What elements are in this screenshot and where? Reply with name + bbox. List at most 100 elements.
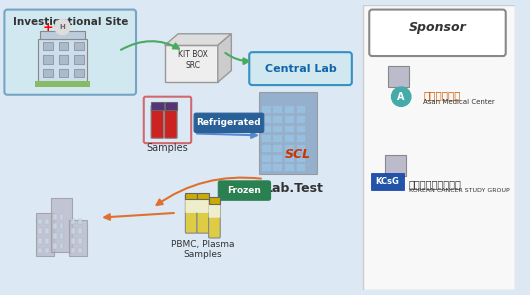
Text: SCL: SCL <box>285 148 311 161</box>
FancyBboxPatch shape <box>3 5 365 290</box>
FancyBboxPatch shape <box>364 5 515 290</box>
FancyBboxPatch shape <box>71 219 75 224</box>
FancyBboxPatch shape <box>165 45 218 82</box>
FancyBboxPatch shape <box>37 213 54 256</box>
FancyBboxPatch shape <box>38 238 42 244</box>
FancyBboxPatch shape <box>59 243 64 249</box>
FancyBboxPatch shape <box>297 116 305 123</box>
FancyBboxPatch shape <box>151 102 164 110</box>
FancyBboxPatch shape <box>273 145 282 152</box>
FancyBboxPatch shape <box>273 135 282 142</box>
Text: Sponsor: Sponsor <box>409 21 467 34</box>
FancyBboxPatch shape <box>285 145 294 152</box>
FancyBboxPatch shape <box>371 173 404 190</box>
FancyBboxPatch shape <box>43 42 53 50</box>
Text: KOREAN CANCER STUDY GROUP: KOREAN CANCER STUDY GROUP <box>409 188 509 193</box>
FancyBboxPatch shape <box>186 193 197 199</box>
FancyBboxPatch shape <box>285 155 294 162</box>
FancyBboxPatch shape <box>297 145 305 152</box>
FancyBboxPatch shape <box>165 102 177 110</box>
FancyBboxPatch shape <box>273 155 282 162</box>
Text: Refrigerated: Refrigerated <box>197 118 261 127</box>
FancyBboxPatch shape <box>71 238 75 244</box>
FancyBboxPatch shape <box>262 135 270 142</box>
FancyBboxPatch shape <box>273 126 282 132</box>
FancyBboxPatch shape <box>262 126 270 132</box>
FancyBboxPatch shape <box>297 135 305 142</box>
FancyBboxPatch shape <box>285 126 294 132</box>
FancyBboxPatch shape <box>297 155 305 162</box>
FancyBboxPatch shape <box>4 10 136 95</box>
Text: H: H <box>59 24 65 30</box>
FancyBboxPatch shape <box>78 219 82 224</box>
FancyBboxPatch shape <box>59 69 68 77</box>
FancyBboxPatch shape <box>262 164 270 171</box>
FancyBboxPatch shape <box>51 198 72 252</box>
FancyBboxPatch shape <box>59 55 68 64</box>
Text: Lab.Test: Lab.Test <box>266 182 324 195</box>
Text: Central Lab: Central Lab <box>264 64 337 74</box>
Text: A: A <box>398 92 405 102</box>
FancyBboxPatch shape <box>71 248 75 253</box>
FancyBboxPatch shape <box>69 219 87 256</box>
FancyBboxPatch shape <box>285 116 294 123</box>
Text: 대한항암요법연구회: 대한항암요법연구회 <box>409 179 462 189</box>
FancyBboxPatch shape <box>297 106 305 113</box>
Text: PBMC, Plasma
Samples: PBMC, Plasma Samples <box>171 240 235 259</box>
FancyBboxPatch shape <box>197 194 209 233</box>
FancyBboxPatch shape <box>186 194 197 213</box>
FancyBboxPatch shape <box>40 31 85 39</box>
FancyBboxPatch shape <box>297 164 305 171</box>
FancyBboxPatch shape <box>45 238 49 244</box>
Circle shape <box>392 87 411 106</box>
FancyBboxPatch shape <box>45 248 49 253</box>
FancyBboxPatch shape <box>71 228 75 234</box>
FancyBboxPatch shape <box>151 105 164 138</box>
FancyBboxPatch shape <box>369 10 506 56</box>
FancyBboxPatch shape <box>53 214 57 219</box>
FancyBboxPatch shape <box>165 105 177 138</box>
FancyBboxPatch shape <box>78 238 82 244</box>
Text: 서울아산병원: 서울아산병원 <box>423 90 461 100</box>
FancyBboxPatch shape <box>38 219 42 224</box>
FancyBboxPatch shape <box>38 39 87 82</box>
Text: Asan Medical Center: Asan Medical Center <box>423 99 495 104</box>
FancyBboxPatch shape <box>218 181 270 200</box>
FancyBboxPatch shape <box>273 106 282 113</box>
FancyBboxPatch shape <box>262 155 270 162</box>
FancyBboxPatch shape <box>285 135 294 142</box>
FancyBboxPatch shape <box>53 233 57 239</box>
FancyBboxPatch shape <box>197 193 209 199</box>
Text: Samples: Samples <box>146 143 188 153</box>
Polygon shape <box>387 66 409 87</box>
FancyBboxPatch shape <box>45 228 49 234</box>
FancyBboxPatch shape <box>209 199 220 218</box>
FancyBboxPatch shape <box>78 248 82 253</box>
Text: KCsG: KCsG <box>376 177 400 186</box>
FancyBboxPatch shape <box>38 228 42 234</box>
Circle shape <box>55 19 70 35</box>
FancyBboxPatch shape <box>209 199 220 238</box>
FancyBboxPatch shape <box>273 164 282 171</box>
FancyBboxPatch shape <box>38 248 42 253</box>
Text: Frozen: Frozen <box>227 186 261 195</box>
FancyBboxPatch shape <box>285 106 294 113</box>
FancyBboxPatch shape <box>297 126 305 132</box>
Text: Investigational Site: Investigational Site <box>13 17 128 27</box>
FancyBboxPatch shape <box>262 145 270 152</box>
FancyBboxPatch shape <box>45 219 49 224</box>
FancyBboxPatch shape <box>273 116 282 123</box>
FancyBboxPatch shape <box>78 228 82 234</box>
FancyBboxPatch shape <box>209 197 220 204</box>
FancyBboxPatch shape <box>262 116 270 123</box>
FancyBboxPatch shape <box>59 214 64 219</box>
FancyBboxPatch shape <box>285 164 294 171</box>
FancyBboxPatch shape <box>59 233 64 239</box>
FancyBboxPatch shape <box>74 55 84 64</box>
Polygon shape <box>218 34 232 82</box>
FancyBboxPatch shape <box>186 194 197 233</box>
FancyBboxPatch shape <box>43 69 53 77</box>
FancyBboxPatch shape <box>53 243 57 249</box>
Polygon shape <box>165 34 232 45</box>
Text: KIT BOX
SRC: KIT BOX SRC <box>178 50 208 70</box>
